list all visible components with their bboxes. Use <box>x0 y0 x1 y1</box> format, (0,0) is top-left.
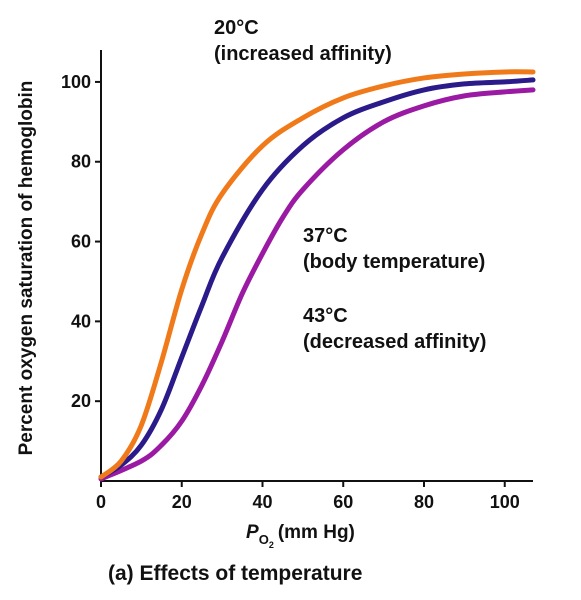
axes <box>100 50 533 482</box>
series-lines <box>98 69 536 482</box>
annotation-20c-desc: (increased affinity) <box>214 43 392 65</box>
x-axis-title-sub: O <box>259 532 269 547</box>
annotation-43c: 43°C (decreased affinity) <box>303 305 486 353</box>
axis-ticks: 0 20 40 60 80 100 20 40 60 80 100 <box>61 72 520 512</box>
y-tick-label: 60 <box>71 232 91 252</box>
series-line-20c <box>98 69 536 480</box>
x-axis-title-subsub: 2 <box>269 540 274 550</box>
annotation-43c-temp: 43°C <box>303 305 348 327</box>
caption-text: Effects of temperature <box>139 562 363 585</box>
figure-caption: (a) Effects of temperature <box>108 562 362 586</box>
x-tick-label: 20 <box>172 492 192 512</box>
oxygen-dissociation-chart: 0 20 40 60 80 100 20 40 60 80 100 Percent oxygen s… <box>16 17 536 550</box>
annotation-37c-temp: 37°C <box>303 225 348 247</box>
x-tick-label: 60 <box>333 492 353 512</box>
x-axis-title-main: P <box>246 522 259 543</box>
x-tick-label: 80 <box>414 492 434 512</box>
x-axis-title: PO2 (mm Hg) <box>246 522 355 550</box>
x-axis-title-unit: (mm Hg) <box>278 522 355 543</box>
x-tick-label: 100 <box>490 492 520 512</box>
y-tick-label: 40 <box>71 311 91 331</box>
annotation-37c: 37°C (body temperature) <box>303 225 485 273</box>
series-line-37c <box>98 77 536 480</box>
x-tick-label: 40 <box>252 492 272 512</box>
annotation-20c-temp: 20°C <box>214 17 259 39</box>
y-tick-label: 80 <box>71 152 91 172</box>
y-axis-title: Percent oxygen saturation of hemoglobin <box>16 81 37 456</box>
annotation-37c-desc: (body temperature) <box>303 251 485 273</box>
caption-prefix: (a) <box>108 562 134 585</box>
x-tick-label: 0 <box>96 492 106 512</box>
y-tick-label: 20 <box>71 391 91 411</box>
annotation-20c: 20°C (increased affinity) <box>214 17 392 65</box>
series-line-43c <box>98 87 536 482</box>
y-tick-label: 100 <box>61 72 91 92</box>
annotation-43c-desc: (decreased affinity) <box>303 331 486 353</box>
